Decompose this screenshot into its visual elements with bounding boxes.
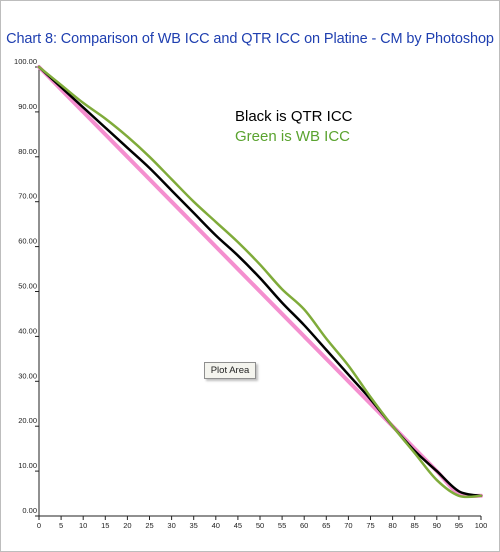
y-tick-label: 40.00 xyxy=(18,326,37,335)
x-tick-label: 20 xyxy=(123,521,131,530)
y-tick-label: 100.00 xyxy=(14,57,37,66)
x-tick-label: 90 xyxy=(433,521,441,530)
x-tick-label: 40 xyxy=(212,521,220,530)
x-tick-label: 85 xyxy=(411,521,419,530)
legend-annotations: Black is QTR ICC Green is WB ICC xyxy=(235,108,353,145)
axes: 0 5 10 15 20 25 30 35 40 45 50 55 60 65 70 75 80 85 90 95 10… xyxy=(14,57,487,530)
x-tick-label: 30 xyxy=(167,521,175,530)
plot-area-tooltip: Plot Area xyxy=(204,362,256,379)
y-tick-label: 0.00 xyxy=(22,506,37,515)
series-line-green xyxy=(37,65,483,499)
y-tick-label: 60.00 xyxy=(18,237,37,246)
y-tick-label: 70.00 xyxy=(18,192,37,201)
x-tick-label: 10 xyxy=(79,521,87,530)
x-tick-label: 65 xyxy=(322,521,330,530)
annotation-black-series: Black is QTR ICC xyxy=(235,108,353,125)
x-tick-label: 0 xyxy=(37,521,41,530)
x-tick-label: 60 xyxy=(300,521,308,530)
chart-title: Chart 8: Comparison of WB ICC and QTR IC… xyxy=(6,31,494,47)
y-tick-label: 80.00 xyxy=(18,147,37,156)
y-tick-label: 10.00 xyxy=(18,461,37,470)
x-tick-label: 95 xyxy=(455,521,463,530)
x-tick-label: 5 xyxy=(59,521,63,530)
series-line-pink xyxy=(37,65,483,499)
y-tick-label: 20.00 xyxy=(18,416,37,425)
x-tick-label: 35 xyxy=(190,521,198,530)
x-tick-label: 15 xyxy=(101,521,109,530)
y-tick-label: 30.00 xyxy=(18,371,37,380)
x-tick-label: 50 xyxy=(256,521,264,530)
series-layer xyxy=(37,65,483,499)
x-tick-label: 25 xyxy=(145,521,153,530)
annotation-green-series: Green is WB ICC xyxy=(235,128,350,145)
x-tick-label: 70 xyxy=(344,521,352,530)
x-tick-label: 80 xyxy=(388,521,396,530)
y-tick-label: 50.00 xyxy=(18,282,37,291)
x-tick-label: 45 xyxy=(234,521,242,530)
x-tick-label: 55 xyxy=(278,521,286,530)
x-tick-label: 75 xyxy=(366,521,374,530)
y-tick-label: 90.00 xyxy=(18,102,37,111)
x-tick-label: 100 xyxy=(475,521,488,530)
